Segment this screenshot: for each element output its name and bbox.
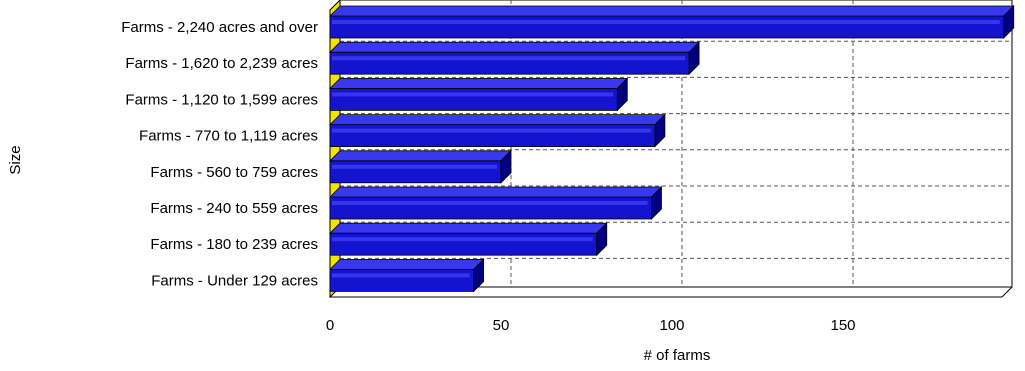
x-tick-label: 50 — [493, 317, 510, 334]
x-tick-label: 0 — [326, 317, 334, 334]
bar-front — [329, 51, 690, 75]
bar-top — [329, 222, 608, 234]
chart-bars — [329, 5, 1015, 293]
bar-front — [329, 88, 618, 111]
bar-top — [329, 150, 512, 162]
category-label: Farms - 2,240 acres and over — [121, 19, 318, 36]
bar-front — [329, 196, 652, 220]
bar-highlight — [332, 201, 648, 205]
bar-front — [329, 232, 598, 256]
bar — [329, 41, 701, 76]
bar-top — [329, 114, 666, 125]
x-axis-depth-line — [1001, 286, 1013, 298]
y-axis-title: Size — [7, 145, 24, 174]
x-tick-label: 150 — [830, 317, 855, 334]
bar-side — [1003, 5, 1015, 39]
bar-front — [329, 124, 656, 147]
bar-top — [329, 41, 701, 53]
bar-highlight — [332, 164, 497, 169]
bar-top — [329, 78, 629, 89]
bar-top — [329, 186, 663, 198]
bar — [329, 5, 1015, 39]
bar-side — [654, 113, 666, 148]
category-label: Farms - 1,620 to 2,239 acres — [125, 55, 318, 72]
bar-side — [651, 186, 662, 220]
bar-side — [616, 77, 628, 112]
category-labels: Farms - 2,240 acres and over Farms - 1,62… — [121, 19, 318, 289]
bar — [329, 113, 666, 148]
category-label: Farms - Under 129 acres — [151, 272, 318, 289]
category-label: Farms - 240 to 559 acres — [150, 200, 318, 217]
bar — [329, 186, 663, 220]
bar — [329, 149, 512, 184]
x-tick-labels: 0 50 100 150 — [326, 317, 856, 334]
bar-side — [500, 149, 512, 184]
bar-highlight — [332, 92, 614, 97]
bar-front — [329, 268, 475, 292]
bar-highlight — [332, 273, 470, 278]
bar-front — [329, 160, 502, 184]
bar-top — [329, 258, 485, 270]
bar-side — [688, 41, 700, 76]
bar-side — [596, 222, 608, 257]
category-label: Farms - 1,120 to 1,599 acres — [125, 91, 318, 108]
bar-highlight — [332, 237, 593, 242]
bar-top — [329, 5, 1015, 17]
x-axis-title: # of farms — [644, 347, 711, 364]
bar-side — [473, 258, 485, 293]
category-label: Farms - 560 to 759 acres — [150, 164, 318, 181]
bar-highlight — [332, 128, 651, 133]
category-label: Farms - 180 to 239 acres — [150, 236, 318, 253]
bar — [329, 77, 629, 112]
bar-front — [329, 15, 1005, 39]
bar-highlight — [332, 56, 686, 61]
bar-highlight — [332, 20, 1000, 24]
bar — [329, 258, 485, 293]
category-label: Farms - 770 to 1,119 acres — [139, 128, 318, 145]
bar — [329, 222, 608, 257]
x-tick-label: 100 — [659, 317, 684, 334]
